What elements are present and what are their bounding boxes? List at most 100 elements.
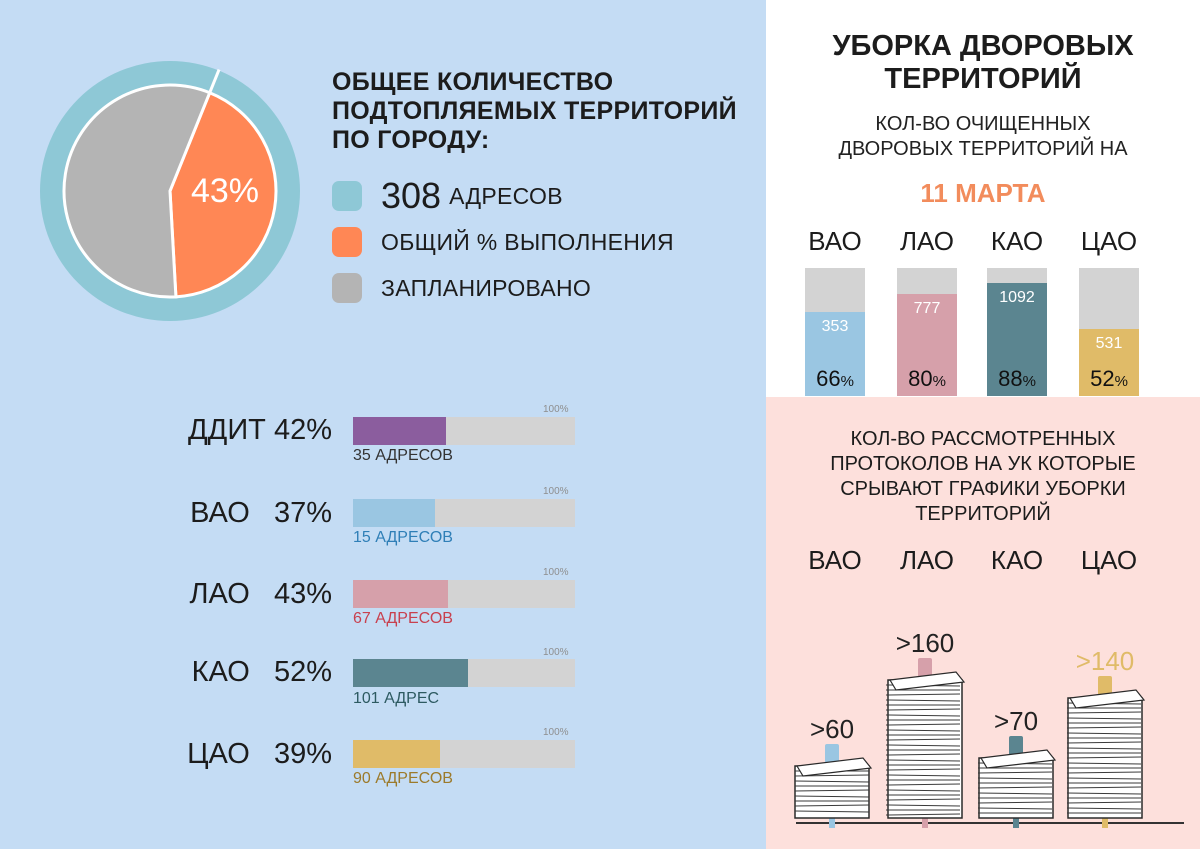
stack-sheet-line [885, 759, 961, 762]
cleaning-bar-fill [897, 293, 957, 396]
stack-stem [922, 818, 928, 828]
pie-slice-planned [62, 83, 212, 299]
cleaning-bar-percent: 52% [1079, 366, 1139, 392]
stack-stem [829, 818, 835, 828]
progress-max-label: 100% [543, 567, 569, 578]
cleaning-subtitle-line: КОЛ-ВО ОЧИЩЕННЫХ [875, 113, 1091, 135]
stack-sheet-line [977, 801, 1053, 804]
progress-fill [353, 417, 447, 445]
progress-addresses: 15 АДРЕСОВ [353, 529, 453, 546]
stack-sheet-line [885, 774, 961, 777]
legend-swatch-orange [332, 227, 362, 257]
cleaning-bar-percent-value: 80 [908, 366, 933, 391]
cleaning-title-line: УБОРКА ДВОРОВЫХ [832, 30, 1134, 62]
stack-category-label: ВАО [808, 545, 862, 575]
legend-label: ЗАПЛАНИРОВАНО [381, 274, 592, 301]
stack-sheet-line [885, 744, 961, 747]
cleaning-date: 11 МАРТА [920, 178, 1046, 208]
stack-sheet-line [1066, 801, 1142, 804]
cleaning-bar-fill [1079, 329, 1139, 396]
cleaning-bar-fill [805, 311, 865, 396]
progress-label: КАО 52% [192, 656, 332, 689]
progress-name: ВАО [190, 497, 250, 529]
progress-label: ЦАО 39% [187, 738, 332, 771]
progress-bar [353, 740, 575, 768]
cleaning-bar: 531 52% [1079, 268, 1139, 396]
stack-sheet-line [885, 789, 961, 792]
paper-stack: >160 [885, 628, 966, 828]
progress-fill [353, 580, 449, 608]
stack-sheet-line [1066, 726, 1142, 729]
main-title: ОБЩЕЕ КОЛИЧЕСТВО ПОДТОПЛЯЕМЫХ ТЕРРИТОРИЙ… [332, 68, 752, 155]
stack-category-label: КАО [990, 545, 1044, 575]
cleaning-bar-percent: 80% [897, 366, 957, 392]
progress-max-label: 100% [543, 404, 569, 415]
donut-chart: 43% [40, 61, 300, 321]
stack-sheet-line [885, 783, 961, 786]
progress-label: ЛАО 43% [189, 578, 332, 611]
stack-stem [1102, 818, 1108, 828]
stack-sheet-line [885, 714, 961, 717]
protocols-title-line: КОЛ-ВО РАССМОТРЕННЫХ [850, 428, 1116, 450]
stack-sheet-line [794, 789, 870, 792]
legend-swatch-blue [332, 181, 362, 211]
cleaning-bar-fill [987, 283, 1047, 396]
stack-sheet-line [1066, 732, 1142, 735]
stack-sheet-line [1066, 711, 1142, 714]
progress-max-label: 100% [543, 727, 569, 738]
stack-sheet-line [977, 792, 1053, 795]
cleaning-bar-percent: 66% [805, 366, 865, 392]
stack-sheet-line [1066, 756, 1142, 759]
paper-stack: >60 [794, 714, 873, 828]
bar-category-label: ВАО [808, 226, 862, 256]
progress-bar [353, 659, 575, 687]
stack-sheet-line [885, 768, 961, 771]
main-title-line: ОБЩЕЕ КОЛИЧЕСТВО [332, 68, 614, 96]
stack-sheet-line [885, 729, 961, 732]
stack-sheet-line [1066, 771, 1142, 774]
legend-item-completion: ОБЩИЙ % ВЫПОЛНЕНИЯ [332, 225, 674, 259]
progress-fill [353, 740, 440, 768]
donut-percent-label: 43% [191, 172, 259, 210]
percent-sign: % [840, 373, 854, 390]
stack-sheet-line [885, 798, 961, 801]
stack-sheet-line [794, 795, 870, 798]
stack-sheet-line [885, 693, 961, 696]
bar-category-label: ЛАО [899, 226, 955, 256]
legend-label: ОБЩИЙ % ВЫПОЛНЕНИЯ [381, 228, 674, 255]
cleaning-bar-percent-value: 66 [816, 366, 841, 391]
stack-top-sheet [889, 671, 966, 691]
cleaning-bar-percent-value: 88 [998, 366, 1023, 391]
stack-sheet-line [1066, 792, 1142, 795]
paper-stack: >140 [1066, 646, 1146, 828]
stack-sheet-line [1066, 747, 1142, 750]
protocols-title: КОЛ-ВО РАССМОТРЕННЫХ ПРОТОКОЛОВ НА УК КО… [766, 427, 1200, 527]
progress-fill [353, 499, 436, 527]
progress-name: ЛАО [189, 578, 250, 610]
stack-value-label: >70 [994, 706, 1038, 736]
percent-sign: % [1114, 373, 1128, 390]
stack-sheet-line [1066, 741, 1142, 744]
stack-sheet-line [977, 786, 1053, 789]
stack-sheet-line [794, 810, 870, 813]
stack-sheet-line [977, 777, 1053, 780]
progress-max-label: 100% [543, 486, 569, 497]
address-count: 308 [381, 175, 442, 216]
stack-sheet-line [794, 780, 870, 783]
stack-top-sheet [1069, 689, 1146, 709]
stack-top-sheet [796, 757, 873, 777]
progress-percent: 43% [273, 578, 332, 610]
stack-category-label: ЦАО [1080, 545, 1138, 575]
cleaning-bar-count: 353 [821, 317, 849, 335]
stack-value-label: >60 [810, 714, 854, 744]
progress-name: ДДИТ [188, 414, 266, 446]
main-title-line: ПО ГОРОДУ: [332, 126, 490, 154]
stack-tab [1009, 736, 1023, 756]
progress-addresses: 35 АДРЕСОВ [353, 447, 453, 464]
protocols-title-line: ТЕРРИТОРИЙ [915, 503, 1051, 525]
stack-sheet-line [1066, 786, 1142, 789]
stack-sheet-line [885, 708, 961, 711]
paper-stacks-chart: >60 >160 >70 >140 [794, 628, 1184, 828]
progress-fill [353, 659, 469, 687]
stack-tab [1098, 676, 1112, 696]
